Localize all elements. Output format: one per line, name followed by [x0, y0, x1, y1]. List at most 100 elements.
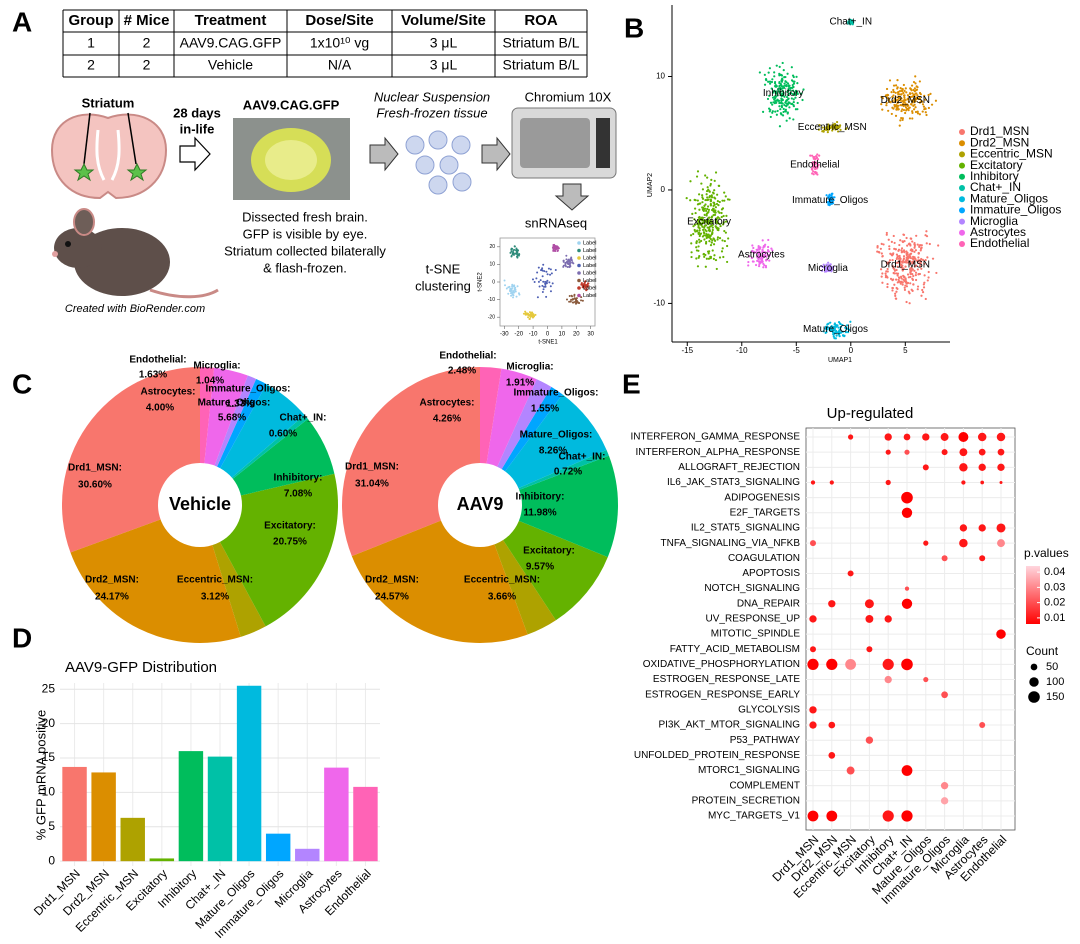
cell-dot	[697, 222, 700, 225]
cell-dot	[884, 272, 887, 275]
cell-dot	[703, 231, 706, 235]
cell-dot	[758, 71, 761, 74]
cell-dot	[920, 244, 923, 247]
cell-dot	[886, 285, 889, 289]
brain	[50, 113, 168, 200]
slice-value: 7.08%	[284, 489, 312, 500]
cell-dot	[885, 101, 888, 105]
cell-dot	[911, 111, 914, 114]
bar	[295, 848, 320, 862]
cell-dot	[830, 266, 834, 269]
tsne-dot	[503, 279, 506, 282]
cell-dot	[773, 82, 777, 85]
cell-dot	[850, 21, 853, 25]
cell-dot	[786, 72, 789, 75]
cell-dot	[881, 97, 884, 100]
cell-dot	[792, 80, 795, 83]
cell-dot	[928, 242, 931, 246]
donut-hole	[158, 463, 242, 547]
cell-dot	[726, 260, 729, 264]
tsne-dot	[542, 280, 545, 283]
cell-dot	[890, 240, 893, 243]
cell-dot	[707, 220, 710, 223]
y-tick-label: -10	[488, 297, 495, 303]
cell-dot	[704, 203, 707, 206]
cell-dot	[705, 193, 708, 196]
panel-label: C	[12, 368, 32, 399]
legend-label: Excitatory	[970, 158, 1023, 172]
cell-dot	[907, 109, 910, 112]
tsne-dot	[513, 245, 516, 248]
cell-dot	[922, 283, 925, 286]
cell-dot	[900, 249, 903, 252]
cell-dot	[916, 268, 919, 271]
cell-dot	[706, 176, 709, 179]
slice-label: Inhibitory:	[274, 473, 323, 484]
cell-dot	[884, 94, 887, 97]
tsne-cluster	[531, 263, 557, 299]
cell-dot	[902, 249, 906, 252]
cell-dot	[916, 112, 920, 115]
cell-dot	[913, 269, 916, 272]
tsne-dot	[562, 260, 565, 263]
cell-dot	[823, 270, 827, 273]
cell-dot	[706, 205, 710, 208]
cell-dot	[911, 101, 914, 104]
cell-dot	[705, 221, 708, 224]
cell-dot	[825, 127, 828, 130]
cell-dot	[890, 112, 893, 116]
cell-dot	[894, 84, 898, 87]
cell-dot	[789, 89, 792, 92]
cell-dot	[781, 89, 784, 92]
cell-dot	[895, 261, 899, 264]
cell-dot	[924, 234, 927, 237]
cell-dot	[724, 195, 727, 198]
cell-dot	[893, 283, 896, 286]
tsne-dot	[545, 282, 548, 285]
legend-label: Chat+_IN	[970, 180, 1021, 194]
row-label: INTERFERON_ALPHA_RESPONSE	[636, 447, 801, 458]
cell-dot	[706, 186, 709, 189]
slice-label: Drd1_MSN:	[345, 462, 399, 473]
cell-dot	[918, 80, 921, 83]
cell-dot	[889, 277, 893, 280]
cluster-label: Excitatory	[687, 216, 731, 227]
color-bar	[1026, 566, 1040, 624]
cell-dot	[756, 255, 759, 258]
cell-dot	[831, 129, 834, 132]
cell-dot	[788, 106, 791, 109]
legend-swatch	[959, 185, 965, 191]
cluster	[820, 261, 835, 273]
cell-dot	[785, 102, 789, 105]
cell-dot	[812, 155, 815, 159]
bar	[207, 756, 233, 862]
tsne-legend-swatch	[577, 248, 581, 253]
cell-dot	[717, 204, 720, 207]
cell-dot	[892, 234, 895, 238]
cell-dot	[840, 331, 843, 334]
cell-dot	[770, 247, 773, 250]
nucleus	[415, 155, 435, 175]
cell-dot	[755, 251, 758, 254]
cell-dot	[715, 217, 719, 220]
cell-dot	[920, 257, 923, 261]
cell-dot	[886, 282, 889, 286]
cell-dot	[690, 251, 693, 254]
tsne-dot	[570, 294, 573, 297]
cell-dot	[921, 291, 925, 294]
cell-dot	[769, 82, 772, 85]
cell-dot	[813, 163, 816, 166]
cell-dot	[898, 243, 901, 247]
arrow	[554, 183, 590, 211]
cell-dot	[709, 219, 712, 222]
cell-dot	[921, 110, 924, 113]
dot	[901, 810, 913, 822]
cell-dot	[917, 251, 920, 255]
cell-dot	[776, 109, 779, 113]
cell-dot	[831, 199, 834, 202]
cell-dot	[703, 213, 706, 216]
cell-dot	[801, 98, 804, 102]
cell-dot	[915, 259, 918, 262]
cell-dot	[791, 83, 794, 87]
cell-dot	[720, 211, 723, 215]
